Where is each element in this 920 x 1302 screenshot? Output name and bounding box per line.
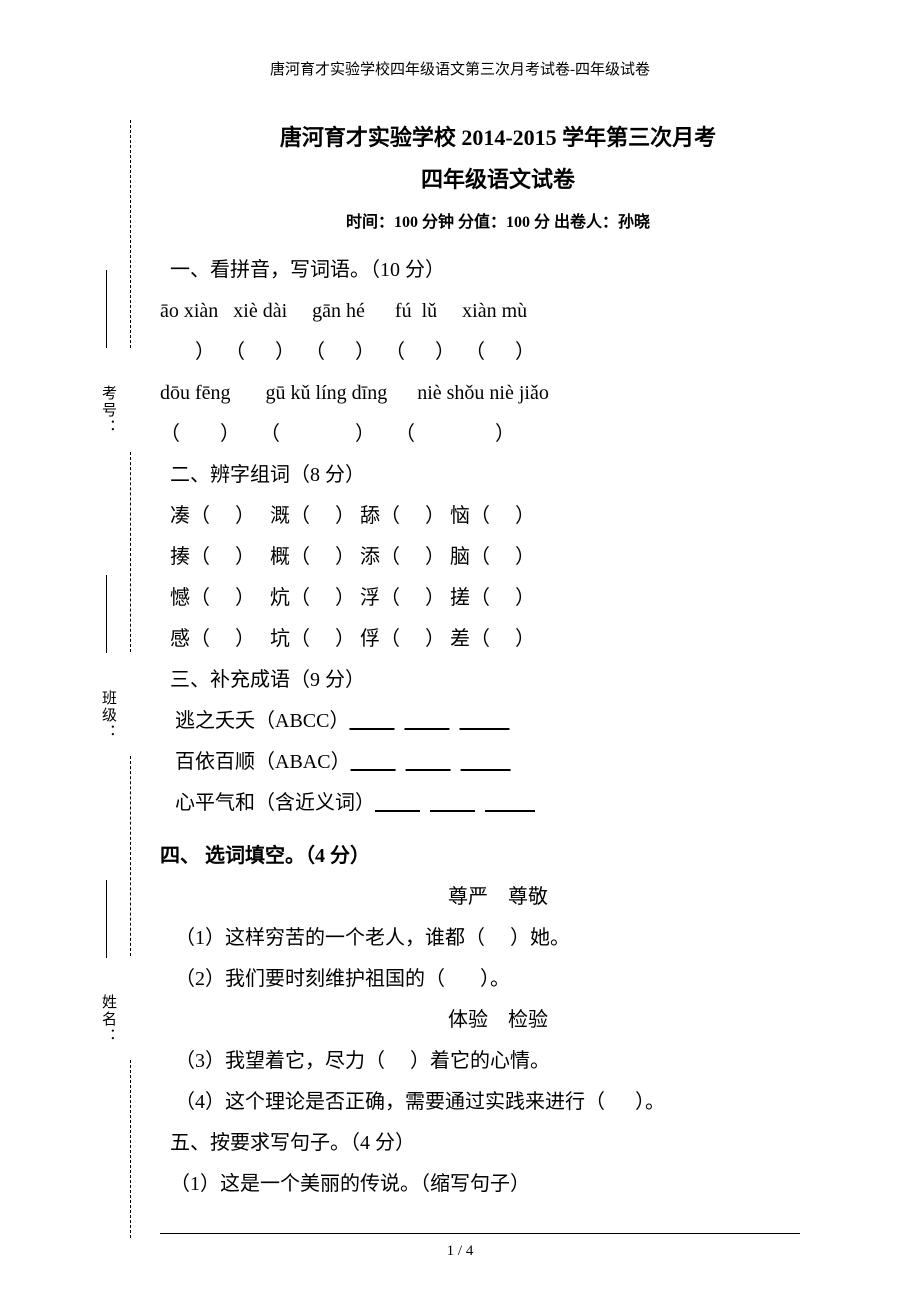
exam-meta: 时间：100 分钟 分值：100 分 出卷人：孙晓 — [160, 208, 836, 232]
fill-q2: （2）我们要时刻维护祖国的（ ）。 — [160, 959, 836, 1000]
label-class: 班级： — [98, 690, 119, 741]
fill-q3: （3）我望着它，尽力（ ）着它的心情。 — [160, 1041, 836, 1082]
pinyin-row-1: āo xiàn xiè dài gān hé fú lǔ xiàn mù — [160, 291, 836, 332]
char-row-4: 感（ ） 坑（ ） 俘（ ） 差（ ） — [160, 619, 836, 660]
section-5-heading: 五、按要求写句子。（4 分） — [160, 1123, 836, 1164]
word-pair-2: 体验 检验 — [160, 1000, 836, 1041]
title-sub: 四年级语文试卷 — [160, 162, 836, 194]
title-main: 唐河育才实验学校 2014-2015 学年第三次月考 — [160, 120, 836, 152]
page-footer: 1 / 4 — [0, 1243, 920, 1260]
sentence-q1: （1）这是一个美丽的传说。（缩写句子） — [160, 1164, 836, 1205]
char-row-3: 憾（ ） 炕（ ） 浮（ ） 搓（ ） — [160, 578, 836, 619]
idiom-row-1: 逃之夭夭（ABCC） — [160, 701, 836, 742]
pinyin-blanks-2: （ ） （ ） （ ） — [160, 414, 836, 455]
fill-q4: （4）这个理论是否正确，需要通过实践来进行（ ）。 — [160, 1082, 836, 1123]
exam-content: 唐河育才实验学校 2014-2015 学年第三次月考 四年级语文试卷 时间：10… — [160, 120, 836, 1234]
label-exam-id: 考号： — [98, 385, 119, 436]
fill-q1: （1）这样穷苦的一个老人，谁都（ ）她。 — [160, 918, 836, 959]
word-pair-1: 尊严 尊敬 — [160, 877, 836, 918]
char-row-2: 揍（ ） 概（ ） 添（ ） 脑（ ） — [160, 537, 836, 578]
pinyin-row-2: dōu fēng gū kǔ líng dīng niè shǒu niè ji… — [160, 373, 836, 414]
pinyin-blanks-1: ） （ ） （ ） （ ） （ ） — [160, 332, 836, 373]
idiom-row-2: 百依百顺（ABAC） — [160, 742, 836, 783]
page-header: 唐河育才实验学校四年级语文第三次月考试卷-四年级试卷 — [0, 0, 920, 107]
section-4-heading: 四、 选词填空。（4 分） — [160, 836, 836, 877]
idiom-row-3: 心平气和（含近义词） — [160, 783, 836, 824]
label-name: 姓名： — [98, 994, 119, 1045]
section-2-heading: 二、辨字组词（8 分） — [160, 455, 836, 496]
binding-margin: 考号： 班级： 姓名： — [130, 120, 131, 1240]
section-1-heading: 一、看拼音，写词语。（10 分） — [160, 250, 836, 291]
answer-line — [160, 1233, 800, 1234]
section-3-heading: 三、补充成语（9 分） — [160, 660, 836, 701]
char-row-1: 凑（ ） 溉（ ） 舔（ ） 恼（ ） — [160, 496, 836, 537]
